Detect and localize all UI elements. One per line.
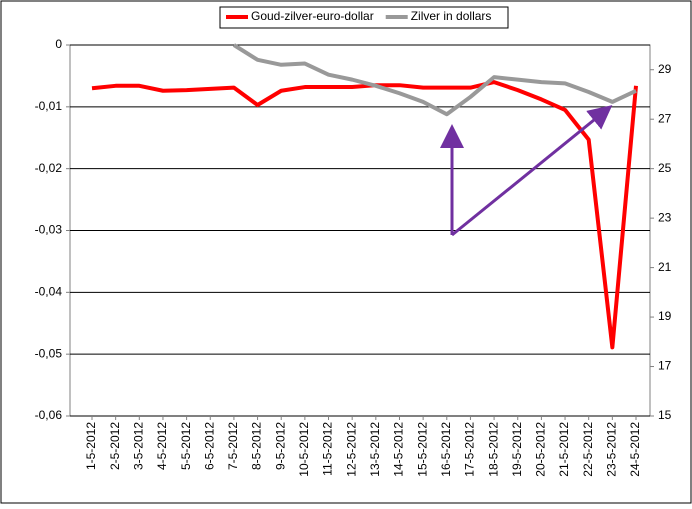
x-tick-label: 21-5-2012 [557,422,571,477]
x-tick-label: 17-5-2012 [463,422,477,477]
y2-tick-label: 27 [658,111,672,125]
y-tick-label: -0,06 [35,408,63,422]
x-tick-label: 22-5-2012 [581,422,595,477]
x-tick-label: 20-5-2012 [534,422,548,477]
x-tick-label: 19-5-2012 [510,422,524,477]
x-tick-label: 5-5-2012 [179,422,193,470]
x-tick-label: 9-5-2012 [273,422,287,470]
y-tick-label: -0,05 [35,346,63,360]
x-tick-label: 16-5-2012 [439,422,453,477]
arrow [451,105,613,237]
x-tick-label: 7-5-2012 [226,422,240,470]
annotation-arrows [440,105,613,237]
legend [219,6,509,29]
x-tick-label: 15-5-2012 [415,422,429,477]
legend-items: Goud-zilver-euro-dollar Zilver in dollars [226,9,491,23]
x-tick-label: 13-5-2012 [368,422,382,477]
legend-label: Zilver in dollars [411,9,492,23]
y2-tick-label: 17 [658,359,672,373]
x-tick-label: 3-5-2012 [131,422,145,470]
x-tick-label: 8-5-2012 [250,422,264,470]
legend-label: Goud-zilver-euro-dollar [251,9,374,23]
y2-tick-label: 23 [658,210,672,224]
y-tick-label: 0 [55,37,62,51]
x-tick-label: 14-5-2012 [392,422,406,477]
x-tick-label: 1-5-2012 [84,422,98,470]
y2-tick-label: 15 [658,408,672,422]
x-tick-label: 23-5-2012 [605,422,619,477]
x-tick-label: 4-5-2012 [155,422,169,470]
y-tick-label: -0,03 [35,223,63,237]
y-tick-label: -0,02 [35,161,63,175]
x-tick-label: 24-5-2012 [628,422,642,477]
series-line [91,80,638,350]
y-tick-label: -0,04 [35,285,63,299]
x-tick-label: 6-5-2012 [202,422,216,470]
x-tick-label: 11-5-2012 [321,422,335,476]
x-tick-label: 12-5-2012 [344,422,358,477]
y2-tick-label: 21 [658,260,672,274]
series-line [232,43,637,117]
y2-tick-label: 25 [658,161,672,175]
x-tick-label: 10-5-2012 [297,422,311,477]
x-tick-label: 18-5-2012 [486,422,500,477]
y2-tick-label: 29 [658,62,672,76]
x-tick-label: 2-5-2012 [108,422,122,470]
y2-tick-label: 19 [658,309,672,323]
y-tick-label: -0,01 [35,99,63,113]
